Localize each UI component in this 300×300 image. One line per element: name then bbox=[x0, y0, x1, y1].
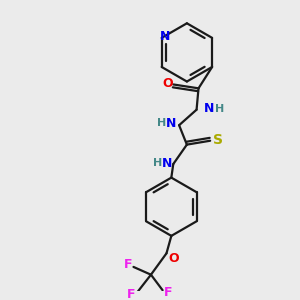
Text: S: S bbox=[213, 133, 223, 147]
Text: O: O bbox=[162, 77, 173, 90]
Text: H: H bbox=[157, 118, 166, 128]
Text: H: H bbox=[215, 104, 224, 114]
Text: N: N bbox=[204, 102, 214, 115]
Text: F: F bbox=[123, 259, 132, 272]
Text: F: F bbox=[164, 286, 173, 299]
Text: F: F bbox=[127, 288, 136, 300]
Text: N: N bbox=[159, 30, 170, 44]
Text: O: O bbox=[168, 252, 178, 265]
Text: N: N bbox=[166, 117, 176, 130]
Text: H: H bbox=[153, 158, 162, 168]
Text: N: N bbox=[162, 157, 172, 169]
